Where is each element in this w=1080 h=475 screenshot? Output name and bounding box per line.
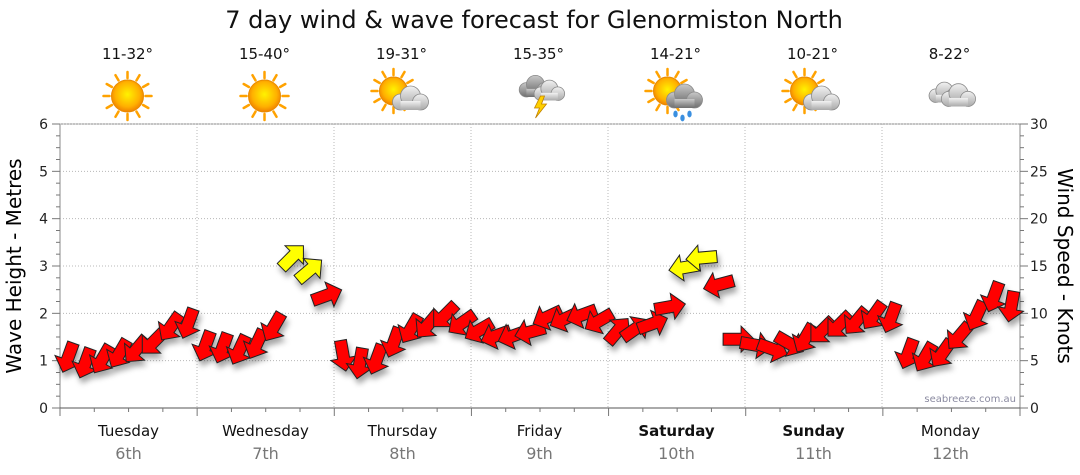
left-tick-label: 1: [39, 354, 48, 370]
wind-arrow: [191, 329, 218, 362]
left-tick-label: 5: [39, 164, 48, 180]
right-tick-label: 5: [1030, 354, 1039, 370]
wind-arrow: [962, 298, 990, 331]
temperature-range: 11-32°: [102, 45, 153, 63]
chart-title: 7 day wind & wave forecast for Glenormis…: [225, 6, 843, 34]
day-number-label: 6th: [115, 444, 142, 463]
day-name-label: Wednesday: [222, 422, 309, 440]
right-tick-label: 20: [1030, 212, 1048, 228]
left-tick-label: 3: [39, 259, 48, 275]
wind-arrow: [174, 306, 201, 339]
wind-arrow: [379, 325, 407, 358]
wind-arrow: [464, 316, 496, 344]
wind-arrow: [157, 310, 186, 341]
right-tick-label: 0: [1030, 401, 1039, 417]
wind-arrow: [362, 342, 390, 375]
temperature-range: 8-22°: [929, 45, 971, 63]
storm-icon: [518, 75, 566, 119]
wind-arrow: [996, 289, 1025, 323]
wind-arrow: [260, 310, 288, 342]
wind-arrow: [345, 346, 374, 380]
right-tick-label: 10: [1030, 306, 1048, 322]
day-labels: Tuesday 6th Wednesday 7th Thursday 8th Friday 9…: [97, 422, 980, 463]
day-name-label: Sunday: [782, 422, 845, 440]
left-axis-title: Wave Height - Metres: [2, 158, 26, 373]
left-tick-label: 6: [39, 117, 48, 133]
day-number-label: 10th: [658, 444, 695, 463]
right-tick-label: 15: [1030, 259, 1048, 275]
day-number-label: 7th: [252, 444, 279, 463]
wind-arrow: [242, 327, 270, 360]
left-tick-label: 4: [39, 212, 48, 228]
right-axis-title: Wind Speed - Knots: [1053, 168, 1077, 364]
wind-arrow: [911, 340, 939, 372]
day-name-label: Friday: [517, 422, 563, 440]
wind-arrow: [276, 245, 304, 273]
temperature-range: 14-21°: [650, 45, 701, 63]
wind-arrow: [685, 243, 718, 273]
wind-arrow: [329, 338, 358, 372]
day-name-label: Thursday: [367, 422, 438, 440]
day-name-label: Monday: [921, 422, 980, 440]
day-name-label: Saturday: [638, 422, 715, 440]
wind-arrow: [584, 307, 616, 335]
temperature-range: 15-40°: [239, 45, 290, 63]
sun-icon: [102, 70, 153, 122]
axes: 0 1 2 3 4 5 6 0 5 10 15 20 25 30: [39, 117, 1048, 417]
cloud-icon: [928, 81, 976, 107]
wind-arrow: [293, 257, 323, 286]
left-tick-label: 0: [39, 401, 48, 417]
right-tick-label: 25: [1030, 164, 1048, 180]
wind-arrow: [448, 308, 479, 336]
temperature-range: 19-31°: [376, 45, 427, 63]
day-name-label: Tuesday: [97, 422, 159, 440]
wind-arrow: [225, 332, 253, 365]
wind-arrow: [860, 298, 888, 330]
right-tick-label: 30: [1030, 117, 1048, 133]
wind-arrow: [566, 302, 599, 330]
plot-grid: [59, 123, 1021, 409]
daily-forecast-header: 11-32° 15-40° 19-31° 15-35° 14-21° 10-21° 8-22…: [102, 45, 976, 122]
day-number-label: 11th: [795, 444, 832, 463]
sun-cloud-icon: [370, 67, 429, 115]
temperature-range: 10-21°: [787, 45, 838, 63]
left-tick-label: 2: [39, 306, 48, 322]
day-number-label: 9th: [526, 444, 553, 463]
wind-arrow: [309, 281, 343, 308]
sun-rain-icon: [644, 67, 703, 122]
wind-arrow: [71, 346, 98, 379]
wind-arrow: [635, 309, 669, 337]
day-number-label: 8th: [389, 444, 416, 463]
sun-cloud-icon: [781, 67, 840, 115]
wind-arrow: [946, 320, 975, 349]
wind-arrow: [876, 300, 904, 334]
wind-arrow: [702, 271, 736, 299]
wind-arrows: [54, 243, 1025, 380]
sun-icon: [239, 70, 290, 122]
wind-arrow: [433, 299, 461, 328]
wind-arrow: [979, 279, 1007, 313]
wind-arrow: [653, 292, 687, 321]
day-number-label: 12th: [932, 444, 969, 463]
wind-arrow: [827, 309, 855, 337]
brand-watermark: seabreeze.com.au: [924, 394, 1016, 405]
temperature-range: 15-35°: [513, 45, 564, 63]
